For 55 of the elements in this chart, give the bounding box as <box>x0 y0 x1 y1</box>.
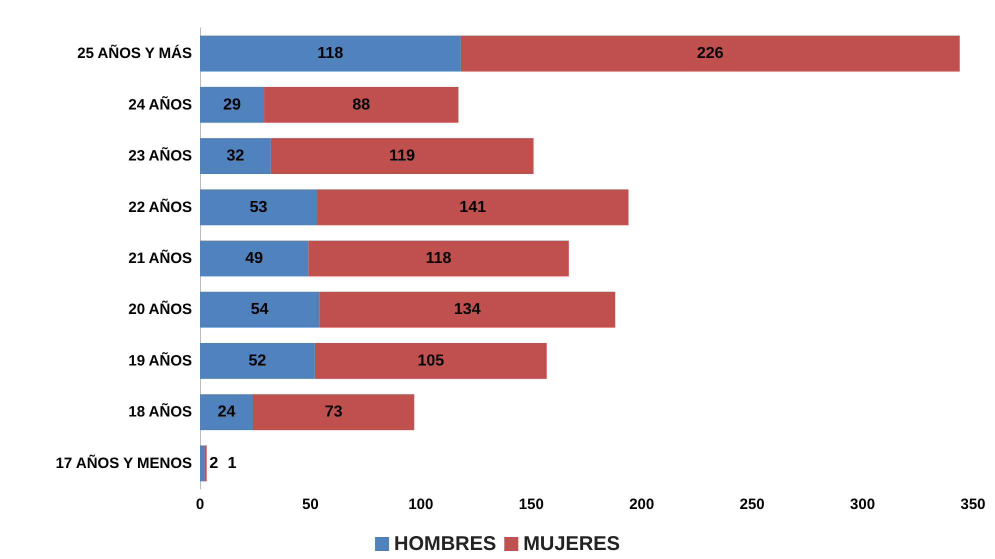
bar <box>200 189 318 226</box>
bar <box>200 138 271 174</box>
data-label: 32 <box>226 148 244 165</box>
x-tick-label: 350 <box>960 496 986 513</box>
y-tick-label: 20 AÑOS <box>128 300 192 318</box>
data-label: 134 <box>454 301 481 318</box>
bar <box>264 86 458 123</box>
bar <box>200 343 315 379</box>
data-label: 226 <box>696 45 724 62</box>
bar <box>314 343 547 379</box>
bar <box>308 240 569 276</box>
data-label: 73 <box>324 404 343 421</box>
y-tick-label: 21 AÑOS <box>128 249 192 267</box>
bar <box>200 36 461 72</box>
y-tick-label: 17 AÑOS Y MENOS <box>56 454 192 472</box>
x-tick-label: 150 <box>518 496 544 513</box>
y-tick-label: 22 AÑOS <box>128 198 192 216</box>
data-label: 118 <box>426 250 452 267</box>
data-label: 53 <box>250 198 268 216</box>
x-tick-label: 0 <box>196 496 204 513</box>
x-tick-label: 300 <box>850 496 876 513</box>
bar <box>200 445 204 482</box>
bar <box>319 292 616 328</box>
x-tick-label: 200 <box>629 496 654 513</box>
x-tick-label: 250 <box>740 496 765 513</box>
legend-label: HOMBRES <box>394 533 496 555</box>
y-tick-label: 19 AÑOS <box>128 351 192 370</box>
bar <box>200 394 254 430</box>
data-label: 52 <box>248 352 266 370</box>
data-label: 29 <box>223 96 242 114</box>
x-tick-label: 100 <box>408 496 434 513</box>
y-tick-label: 23 AÑOS <box>128 146 192 165</box>
data-label: 2 <box>209 454 218 472</box>
bar <box>200 240 308 276</box>
y-tick-label: 18 AÑOS <box>128 402 192 421</box>
bar <box>460 36 960 72</box>
data-label: 105 <box>417 352 444 370</box>
x-tick-label: 50 <box>302 496 319 513</box>
y-tick-label: 24 AÑOS <box>128 95 192 114</box>
bar <box>270 138 534 174</box>
data-label: 141 <box>459 198 486 216</box>
bar <box>253 394 414 430</box>
bar <box>200 292 320 328</box>
bar <box>200 86 264 123</box>
data-label: 119 <box>389 148 416 165</box>
data-label: 1 <box>228 454 237 472</box>
y-tick-label: 25 AÑOS Y MÁS <box>77 44 192 62</box>
data-label: 24 <box>218 404 236 421</box>
data-label: 118 <box>317 45 344 62</box>
data-label: 49 <box>245 250 264 267</box>
bar <box>317 189 628 226</box>
legend-label: MUJERES <box>523 533 620 555</box>
data-label: 88 <box>352 96 370 114</box>
bar <box>204 445 207 482</box>
data-label: 54 <box>250 301 269 318</box>
